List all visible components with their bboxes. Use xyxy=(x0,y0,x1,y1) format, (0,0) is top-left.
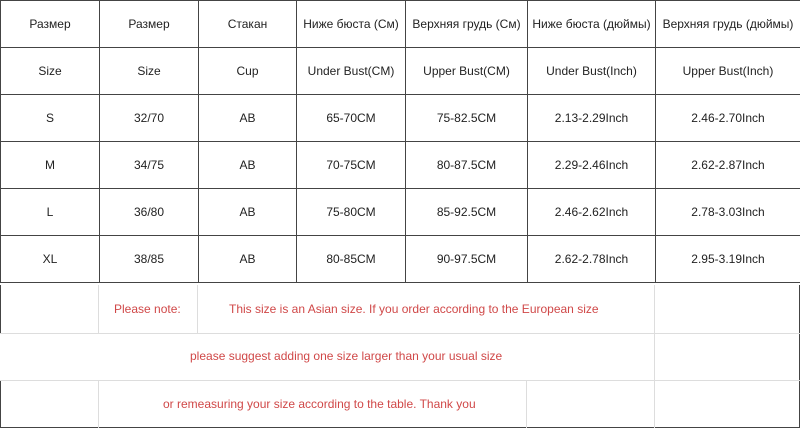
table-cell: Upper Bust(Inch) xyxy=(655,47,800,95)
table-cell: 80-85CM xyxy=(296,235,406,283)
table-cell: Cup xyxy=(198,47,297,95)
table-cell: 85-92.5CM xyxy=(405,188,528,236)
note-line-1: This size is an Asian size. If you order… xyxy=(229,302,599,316)
note-line-2: please suggest adding one size larger th… xyxy=(190,349,503,363)
table-cell: Under Bust(Inch) xyxy=(527,47,656,95)
table-cell: 2.95-3.19Inch xyxy=(655,235,800,283)
table-cell: 2.46-2.70Inch xyxy=(655,94,800,142)
table-cell: 75-82.5CM xyxy=(405,94,528,142)
table-cell: S xyxy=(0,94,100,142)
table-cell: Верхняя грудь (дюймы) xyxy=(655,0,800,48)
table-cell: Under Bust(CM) xyxy=(296,47,406,95)
table-cell: 2.13-2.29Inch xyxy=(527,94,656,142)
table-cell: 34/75 xyxy=(99,141,199,189)
size-notes: Please note: This size is an Asian size.… xyxy=(0,285,800,428)
table-cell: Ниже бюста (дюймы) xyxy=(527,0,656,48)
table-cell: Upper Bust(CM) xyxy=(405,47,528,95)
table-cell: XL xyxy=(0,235,100,283)
table-cell: 65-70CM xyxy=(296,94,406,142)
table-cell: AB xyxy=(198,141,297,189)
table-cell: Size xyxy=(0,47,100,95)
table-cell: 70-75CM xyxy=(296,141,406,189)
table-cell: 32/70 xyxy=(99,94,199,142)
table-cell: 2.29-2.46Inch xyxy=(527,141,656,189)
note-label: Please note: xyxy=(114,302,181,316)
table-row: L 36/80 AB 75-80CM 85-92.5CM 2.46-2.62Inch 2.7… xyxy=(0,188,800,236)
table-cell: 38/85 xyxy=(99,235,199,283)
table-row: M 34/75 AB 70-75CM 80-87.5CM 2.29-2.46Inch 2.6… xyxy=(0,141,800,189)
table-cell: L xyxy=(0,188,100,236)
table-cell: 2.78-3.03Inch xyxy=(655,188,800,236)
table-cell: 80-87.5CM xyxy=(405,141,528,189)
table-cell: 2.62-2.87Inch xyxy=(655,141,800,189)
table-cell: AB xyxy=(198,94,297,142)
header-row-english: Size Size Cup Under Bust(CM) Upper Bust(CM) U… xyxy=(0,47,800,95)
table-cell: Size xyxy=(99,47,199,95)
table-cell: M xyxy=(0,141,100,189)
table-cell: Стакан xyxy=(198,0,297,48)
table-cell: Размер xyxy=(99,0,199,48)
size-table: Размер Размер Стакан Ниже бюста (См) Верхняя… xyxy=(0,0,800,283)
note-line-3: or remeasuring your size according to th… xyxy=(163,397,476,411)
table-cell: 90-97.5CM xyxy=(405,235,528,283)
table-row: S 32/70 AB 65-70CM 75-82.5CM 2.13-2.29Inch 2.4… xyxy=(0,94,800,142)
table-cell: 75-80CM xyxy=(296,188,406,236)
table-cell: 36/80 xyxy=(99,188,199,236)
table-cell: AB xyxy=(198,188,297,236)
table-cell: Ниже бюста (См) xyxy=(296,0,406,48)
table-cell: 2.62-2.78Inch xyxy=(527,235,656,283)
table-cell: 2.46-2.62Inch xyxy=(527,188,656,236)
table-row: XL 38/85 AB 80-85CM 90-97.5CM 2.62-2.78Inch 2.… xyxy=(0,235,800,283)
header-row-russian: Размер Размер Стакан Ниже бюста (См) Верхняя… xyxy=(0,0,800,48)
table-cell: Верхняя грудь (См) xyxy=(405,0,528,48)
table-cell: Размер xyxy=(0,0,100,48)
table-cell: AB xyxy=(198,235,297,283)
